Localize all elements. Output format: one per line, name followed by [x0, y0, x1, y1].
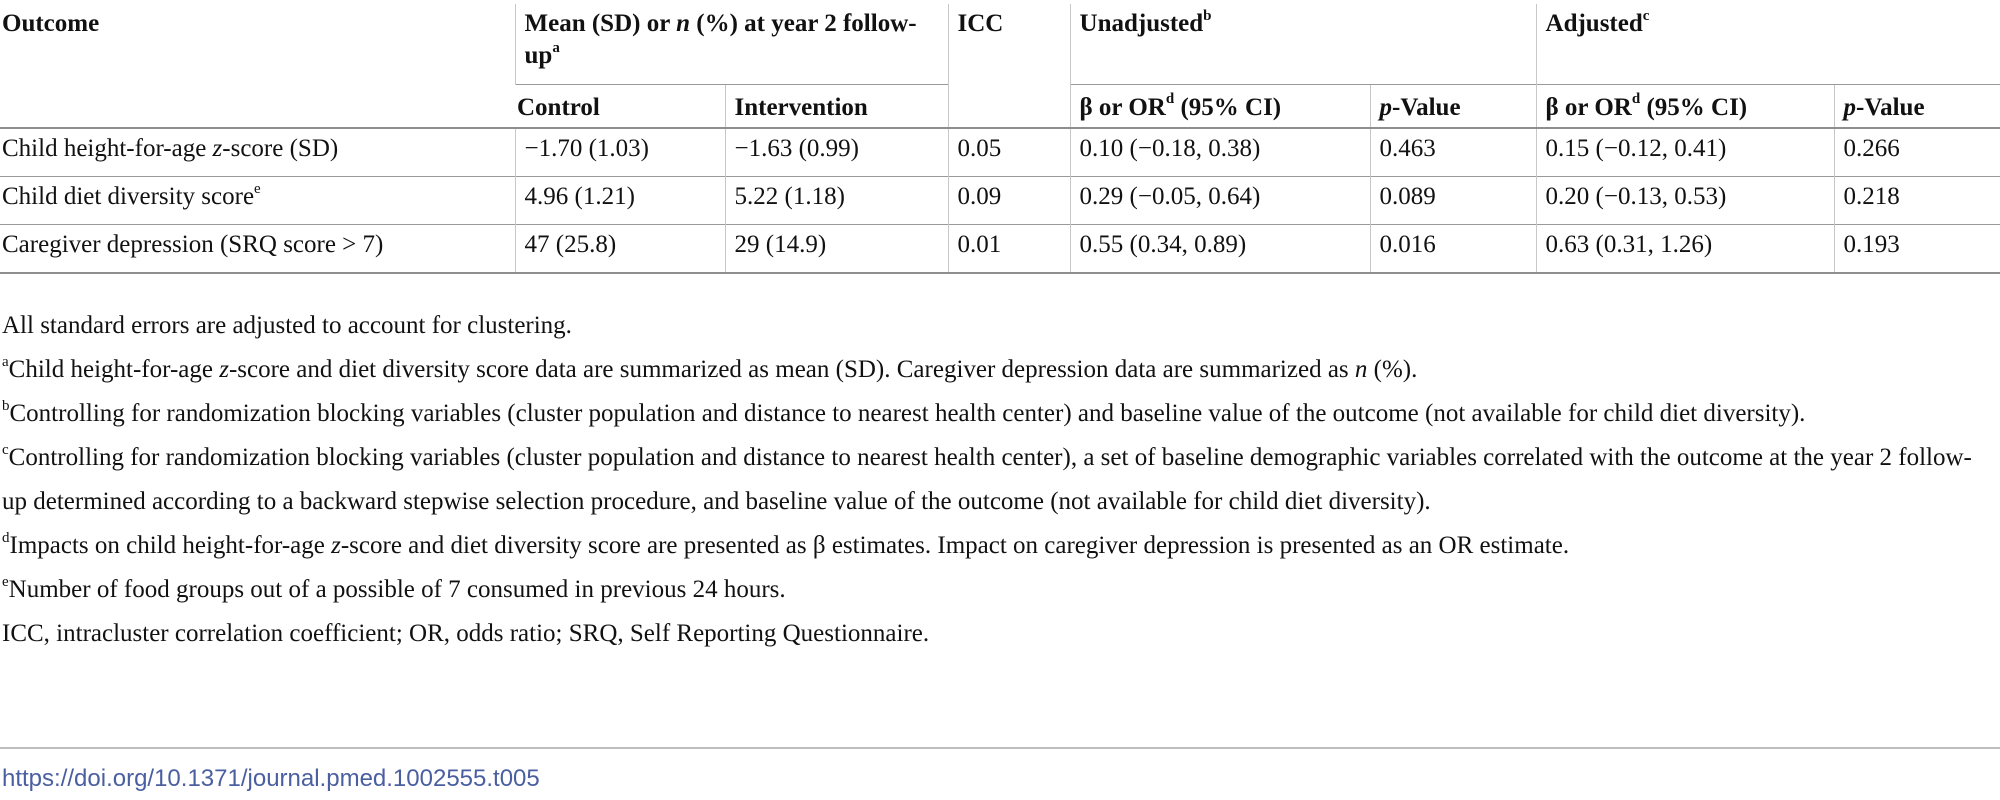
outcomes-table: Outcome Mean (SD) or n (%) at year 2 fol… — [0, 4, 2000, 274]
table-row: Child height-for-age z-score (SD) −1.70 … — [0, 128, 2000, 177]
table-row: Caregiver depression (SRQ score > 7) 47 … — [0, 224, 2000, 273]
cell-adjusted-estimate: 0.63 (0.31, 1.26) — [1535, 224, 1835, 273]
footnote-general: All standard errors are adjusted to acco… — [2, 312, 572, 339]
header-row-2: Control Intervention β or ORd (95% CI) p… — [0, 83, 2000, 128]
footnote-e: eNumber of food groups out of a possible… — [2, 573, 786, 603]
header-unadjusted: Unadjustedb — [1069, 4, 1537, 84]
cell-unadjusted-p: 0.089 — [1369, 176, 1537, 225]
cell-adjusted-p: 0.218 — [1833, 176, 2000, 225]
cell-unadjusted-estimate: 0.29 (−0.05, 0.64) — [1069, 176, 1371, 225]
footnote-b: bControlling for randomization blocking … — [2, 397, 1806, 427]
cell-intervention: 29 (14.9) — [724, 224, 949, 273]
table-footnotes: All standard errors are adjusted to acco… — [2, 304, 1992, 656]
cell-control: 4.96 (1.21) — [514, 176, 725, 225]
cell-unadjusted-estimate: 0.10 (−0.18, 0.38) — [1069, 128, 1371, 177]
header-outcome: Outcome — [2, 10, 100, 37]
doi-link[interactable]: https://doi.org/10.1371/journal.pmed.100… — [2, 765, 540, 792]
cell-control: 47 (25.8) — [514, 224, 725, 273]
cell-icc: 0.01 — [947, 224, 1071, 273]
header-row-1: Outcome Mean (SD) or n (%) at year 2 fol… — [0, 4, 2000, 128]
cell-outcome: Child height-for-age z-score (SD) — [2, 135, 339, 162]
table-header: Outcome Mean (SD) or n (%) at year 2 fol… — [0, 4, 2000, 128]
header-mean: Mean (SD) or n (%) at year 2 follow-upa — [514, 4, 949, 84]
footnote-a: aChild height-for-age z-score and diet d… — [2, 353, 1418, 383]
cell-icc: 0.05 — [947, 128, 1071, 177]
table-row: Child diet diversity scoree 4.96 (1.21) … — [0, 176, 2000, 225]
header-unadjusted-estimate: β or ORd (95% CI) — [1069, 83, 1371, 128]
footnote-d: dImpacts on child height-for-age z-score… — [2, 529, 1570, 559]
cell-adjusted-p: 0.193 — [1833, 224, 2000, 273]
cell-adjusted-p: 0.266 — [1833, 128, 2000, 177]
footnote-c: cControlling for randomization blocking … — [2, 441, 1972, 515]
cell-unadjusted-estimate: 0.55 (0.34, 0.89) — [1069, 224, 1371, 273]
header-adjusted-p: p-Value — [1833, 83, 2000, 128]
footer-divider — [0, 747, 2000, 749]
cell-adjusted-estimate: 0.20 (−0.13, 0.53) — [1535, 176, 1835, 225]
cell-unadjusted-p: 0.016 — [1369, 224, 1537, 273]
cell-control: −1.70 (1.03) — [514, 128, 725, 177]
table-body: Child height-for-age z-score (SD) −1.70 … — [0, 128, 2000, 273]
header-unadjusted-p: p-Value — [1369, 83, 1537, 128]
header-intervention: Intervention — [724, 83, 949, 128]
cell-unadjusted-p: 0.463 — [1369, 128, 1537, 177]
cell-icc: 0.09 — [947, 176, 1071, 225]
cell-intervention: −1.63 (0.99) — [724, 128, 949, 177]
cell-adjusted-estimate: 0.15 (−0.12, 0.41) — [1535, 128, 1835, 177]
cell-intervention: 5.22 (1.18) — [724, 176, 949, 225]
footnote-abbreviations: ICC, intracluster correlation coefficien… — [2, 620, 930, 647]
header-icc: ICC — [947, 4, 1071, 128]
header-adjusted-estimate: β or ORd (95% CI) — [1535, 83, 1835, 128]
header-control: Control — [515, 83, 725, 128]
cell-outcome: Child diet diversity scoree — [2, 180, 261, 210]
cell-outcome: Caregiver depression (SRQ score > 7) — [2, 231, 384, 258]
header-adjusted: Adjustedc — [1535, 4, 2000, 84]
